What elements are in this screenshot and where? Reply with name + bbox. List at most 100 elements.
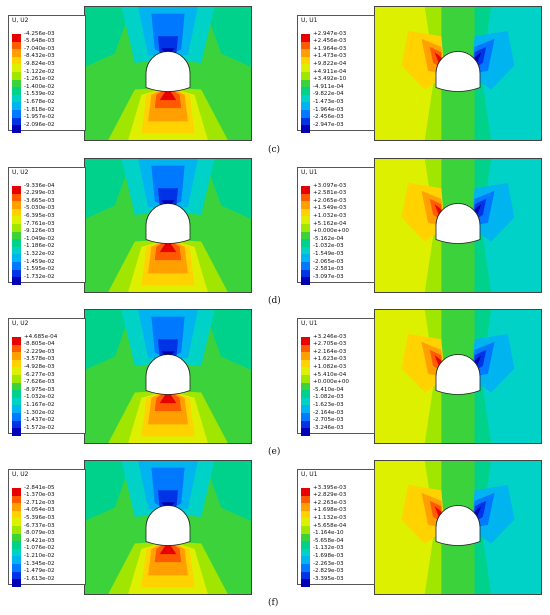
colorbar-segment — [12, 397, 21, 406]
colorbar — [301, 34, 310, 133]
colorbar-segment — [301, 269, 310, 278]
legend-tick: +1.473e-03 — [313, 53, 347, 60]
legend-title: U, U1 — [301, 471, 318, 478]
colorbar-segment — [301, 216, 310, 224]
legend-right: U, U1 +2.947e-03 +2.456e-03 +1.964e-03 +1.47… — [297, 15, 375, 133]
colorbar-segment — [12, 109, 21, 118]
legend-tick: -2.299e-03 — [24, 190, 55, 197]
colorbar-segment — [301, 201, 310, 209]
colorbar-segment — [301, 488, 310, 496]
legend-tick: +3.246e-03 — [313, 333, 347, 340]
colorbar-segment — [301, 49, 310, 57]
legend-tick: -1.479e-02 — [24, 568, 55, 575]
legend-title: U, U1 — [301, 169, 318, 176]
colorbar-segment — [301, 117, 310, 126]
legend-right: U, U1 +3.246e-03 +2.705e-03 +2.164e-03 +1.62… — [297, 318, 375, 436]
colorbar — [12, 34, 21, 133]
colorbar-segment — [301, 428, 310, 436]
colorbar-segment — [12, 239, 21, 247]
legend-tick: -8.805e-04 — [24, 341, 55, 348]
legend-tick: -1.473e-03 — [313, 98, 344, 105]
legend-tick: -1.167e-02 — [24, 401, 55, 408]
colorbar-segment — [12, 254, 21, 262]
colorbar-segment — [301, 367, 310, 375]
legend-tick: -1.049e-02 — [24, 235, 55, 242]
legend-title: U, U2 — [12, 17, 29, 24]
legend-tick: -8.079e-03 — [24, 530, 55, 537]
legend-tick: +1.032e-03 — [313, 212, 347, 219]
legend-right: U, U1 +3.395e-03 +2.829e-03 +2.263e-03 +1.69… — [297, 469, 375, 587]
legend-tick: -6.277e-03 — [24, 371, 55, 378]
colorbar — [301, 186, 310, 285]
colorbar-segment — [301, 412, 310, 421]
colorbar-segment — [301, 261, 310, 270]
subfigure-label: (d) — [268, 296, 281, 306]
colorbar-segment — [301, 109, 310, 118]
colorbar-segment — [301, 64, 310, 72]
colorbar-segment — [301, 125, 310, 133]
legend-tick: -5.396e-03 — [24, 514, 55, 521]
colorbar — [301, 337, 310, 436]
colorbar-segment — [301, 563, 310, 572]
colorbar — [301, 488, 310, 587]
colorbar-segment — [12, 94, 21, 103]
legend-tick: -9.822e-04 — [313, 91, 344, 98]
legend-tick: -8.975e-03 — [24, 386, 55, 393]
legend-tick: -2.065e-03 — [313, 258, 344, 265]
colorbar-segment — [12, 374, 21, 383]
legend-tick: +1.132e-03 — [313, 514, 347, 521]
legend-tick: +2.456e-03 — [313, 38, 347, 45]
colorbar-segment — [301, 390, 310, 398]
legend-tick: -7.626e-03 — [24, 379, 55, 386]
colorbar-segment — [301, 94, 310, 103]
colorbar-segment — [301, 556, 310, 564]
colorbar-segment — [12, 223, 21, 232]
colorbar-segment — [12, 216, 21, 224]
legend-tick: -3.395e-03 — [313, 575, 344, 582]
colorbar-segment — [301, 337, 310, 345]
legend-tick: +2.164e-03 — [313, 348, 347, 355]
colorbar-segment — [301, 495, 310, 504]
legend-tick: -5.648e-03 — [24, 38, 55, 45]
legend-tick: -2.581e-03 — [313, 266, 344, 273]
legend-tick: -1.322e-02 — [24, 250, 55, 257]
colorbar-segment — [301, 208, 310, 217]
legend-tick: -1.370e-03 — [24, 492, 55, 499]
colorbar-segment — [301, 352, 310, 360]
legend-tick: +2.581e-03 — [313, 190, 347, 197]
contour-plot-u2 — [84, 158, 252, 293]
legend-tick: +4.685e-04 — [24, 333, 58, 340]
subfigure-label: (e) — [268, 447, 281, 457]
colorbar-segment — [301, 344, 310, 353]
legend-tick: -5.162e-04 — [313, 235, 344, 242]
legend-tick: +0.000e+00 — [313, 228, 349, 235]
legend-tick: +9.822e-04 — [313, 60, 347, 67]
colorbar-segment — [12, 337, 21, 345]
colorbar-segment — [301, 533, 310, 542]
legend-tick: +5.658e-04 — [313, 522, 347, 529]
legend-tick: -3.578e-03 — [24, 356, 55, 363]
colorbar-segment — [12, 412, 21, 421]
colorbar-segment — [301, 571, 310, 580]
colorbar-segment — [12, 548, 21, 557]
subfigure-label: (f) — [268, 598, 279, 608]
legend-tick: +1.082e-03 — [313, 363, 347, 370]
colorbar-segment — [12, 277, 21, 285]
legend-tick: -2.456e-03 — [313, 114, 344, 121]
legend-tick: -6.737e-03 — [24, 522, 55, 529]
colorbar-segment — [12, 41, 21, 50]
colorbar-segment — [12, 571, 21, 580]
colorbar-segment — [301, 405, 310, 413]
colorbar-segment — [12, 405, 21, 413]
colorbar-segment — [12, 269, 21, 278]
legend-tick: +3.097e-03 — [313, 182, 347, 189]
legend-tick: -1.400e-02 — [24, 83, 55, 90]
colorbar-segment — [12, 79, 21, 88]
legend-tick: -7.040e-03 — [24, 45, 55, 52]
legend-tick: -2.829e-03 — [313, 568, 344, 575]
legend-tick: -7.761e-03 — [24, 220, 55, 227]
legend-tick: -5.410e-04 — [313, 386, 344, 393]
colorbar-segment — [12, 367, 21, 375]
colorbar-segment — [12, 193, 21, 202]
colorbar-segment — [301, 510, 310, 519]
